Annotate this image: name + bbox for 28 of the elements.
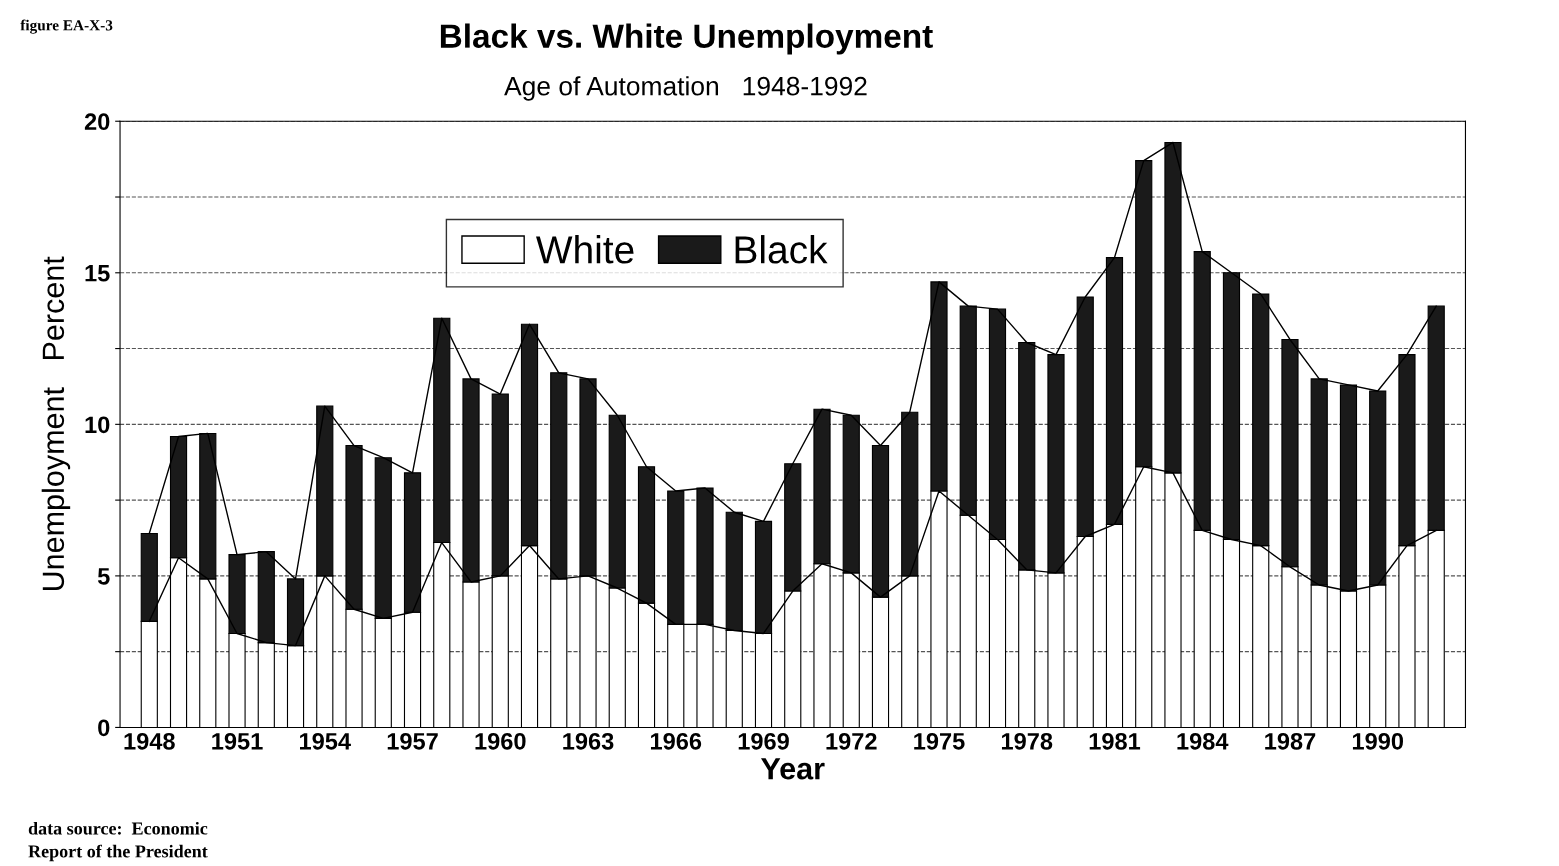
x-tick-label: 1990 [1352, 732, 1404, 750]
x-tick-label: 1987 [1265, 732, 1316, 750]
y-axis-title: Unemployment Percent [41, 256, 71, 591]
x-tick-label: 1981 [1089, 732, 1141, 750]
x-tick-label: 1954 [300, 732, 351, 750]
x-tick-label: 1948 [124, 732, 175, 750]
x-axis-title: Year [760, 758, 825, 780]
source-note: data source: Economic Report of the President [28, 821, 208, 862]
x-tick-label: 1975 [914, 732, 965, 750]
x-tick-label: 1978 [1001, 732, 1053, 750]
legend-label: White [536, 235, 634, 264]
legend-label: Black [735, 235, 828, 264]
y-tick-label: 5 [97, 568, 110, 585]
chart-title: Black vs. White Unemployment [440, 23, 933, 55]
x-tick-label: 1960 [475, 732, 526, 750]
x-tick-label: 1963 [563, 732, 614, 750]
y-tick-label: 20 [84, 113, 110, 131]
x-tick-label: 1957 [387, 732, 438, 750]
chart-subtitle: Age of Automation 1948-1992 [504, 76, 867, 101]
x-tick-label: 1972 [826, 732, 877, 750]
x-tick-label: 1966 [650, 732, 702, 750]
x-tick-label: 1984 [1177, 732, 1229, 750]
y-tick-label: 0 [98, 719, 110, 737]
y-tick-label: 10 [85, 416, 110, 434]
y-tick-label: 15 [85, 265, 110, 282]
text: figure EA-X-3 [20, 19, 113, 34]
x-tick-label: 1969 [738, 732, 789, 750]
x-tick-label: 1951 [212, 732, 263, 750]
